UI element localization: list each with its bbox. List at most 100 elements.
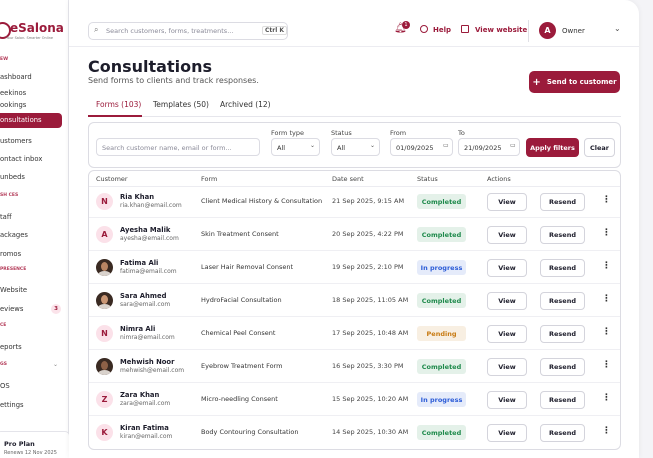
nav-item[interactable]: ashboard <box>0 73 32 81</box>
nav-item[interactable]: ettings <box>0 401 24 409</box>
view-website[interactable]: View website <box>475 26 528 34</box>
status-badge: In progress <box>417 392 466 407</box>
view-button[interactable]: View <box>487 391 527 409</box>
nav-badge: 3 <box>51 304 61 314</box>
status-badge: Completed <box>417 194 466 209</box>
customer-email: ria.khan@email.com <box>120 202 182 209</box>
column-header: Actions <box>487 175 511 183</box>
tab[interactable]: Archived (12) <box>220 100 271 109</box>
more-menu[interactable]: ⋮ <box>602 426 611 436</box>
view-button[interactable]: View <box>487 259 527 277</box>
nav-section: EW <box>0 57 9 62</box>
customer-name: Ayesha Malik <box>120 226 171 234</box>
row-divider <box>89 250 620 251</box>
primary-button-label[interactable]: Send to customer <box>546 78 617 86</box>
brand-name: eSalona <box>10 21 64 35</box>
view-button[interactable]: View <box>487 193 527 211</box>
filter-select[interactable] <box>271 138 320 156</box>
resend-button[interactable]: Resend <box>540 292 585 310</box>
filter-search[interactable] <box>96 138 260 156</box>
more-menu[interactable]: ⋮ <box>602 294 611 304</box>
ext-icon <box>461 25 469 33</box>
form-name: Skin Treatment Consent <box>201 230 279 238</box>
more-menu[interactable]: ⋮ <box>602 228 611 238</box>
nav-item[interactable]: Website <box>0 286 28 294</box>
page-subtitle: Send forms to clients and track response… <box>88 76 259 85</box>
nav-item[interactable]: taff <box>0 213 12 221</box>
nav-item[interactable]: ontact inbox <box>0 155 43 163</box>
nav-item[interactable]: eports <box>0 343 22 351</box>
help-icon <box>420 25 428 33</box>
nav-item[interactable]: eekinos <box>0 89 27 97</box>
row-divider <box>89 382 620 383</box>
apply-button[interactable]: Apply filters <box>526 138 579 157</box>
status-badge: Completed <box>417 359 466 374</box>
filter-select[interactable] <box>390 138 453 156</box>
nav-item[interactable]: ackages <box>0 231 28 239</box>
tab[interactable]: Forms (103) <box>96 100 142 109</box>
bell[interactable]: 🔔︎ <box>394 23 407 34</box>
more-menu[interactable]: ⋮ <box>602 360 611 370</box>
select-icon: ▭ <box>443 142 449 149</box>
column-header: Status <box>417 175 438 183</box>
filter-value: 21/09/2025 <box>464 144 502 152</box>
nav-item[interactable]: unbeds <box>0 173 25 181</box>
view-button[interactable]: View <box>487 226 527 244</box>
row-avatar: N <box>96 325 113 342</box>
filter-select[interactable] <box>331 138 380 156</box>
nav-item[interactable]: romos <box>0 250 22 258</box>
date-sent: 19 Sep 2025, 2:10 PM <box>332 263 404 271</box>
tab-active-underline <box>88 115 142 117</box>
sidebar: eSalona Your Salon. Smarter Online EW ashbo… <box>0 0 70 458</box>
brand-tagline: Your Salon. Smarter Online <box>6 36 54 40</box>
customer-name: Kiran Fatima <box>120 424 169 432</box>
row-avatar: N <box>96 193 113 210</box>
clear-button[interactable]: Clear <box>584 138 615 157</box>
resend-button[interactable]: Resend <box>540 193 585 211</box>
view-button[interactable]: View <box>487 325 527 343</box>
notif-badge: 1 <box>402 21 410 29</box>
shortcut: Ctrl K <box>262 26 288 35</box>
resend-button[interactable]: Resend <box>540 226 585 244</box>
resend-button[interactable]: Resend <box>540 391 585 409</box>
filter-label: Status <box>331 129 352 137</box>
resend-button[interactable]: Resend <box>540 259 585 277</box>
nav-item[interactable]: ookings <box>0 101 27 109</box>
date-sent: 16 Sep 2025, 3:30 PM <box>332 362 404 370</box>
row-divider <box>89 217 620 218</box>
customer-email: sara@email.com <box>120 301 171 308</box>
more-menu[interactable]: ⋮ <box>602 327 611 337</box>
photo-body <box>98 370 111 375</box>
resend-button[interactable]: Resend <box>540 325 585 343</box>
chevron: ⌄ <box>53 361 59 368</box>
form-name: Body Contouring Consultation <box>201 428 299 436</box>
more-menu[interactable]: ⋮ <box>602 195 611 205</box>
help[interactable]: Help <box>433 26 452 34</box>
nav-item[interactable]: onsultations <box>0 116 42 124</box>
user[interactable]: Owner <box>562 27 585 35</box>
nav-item[interactable]: eviews <box>0 305 24 313</box>
view-button[interactable]: View <box>487 424 527 442</box>
row-divider <box>89 349 620 350</box>
nav-item[interactable]: OS <box>0 382 10 390</box>
photo-body <box>98 304 111 309</box>
status-badge: Completed <box>417 227 466 242</box>
nav-item[interactable]: ustomers <box>0 137 32 145</box>
search-box[interactable] <box>88 22 288 40</box>
view-button[interactable]: View <box>487 358 527 376</box>
row-divider <box>89 415 620 416</box>
search-icon: ⌕ <box>94 25 99 34</box>
resend-button[interactable]: Resend <box>540 358 585 376</box>
row-photo <box>96 292 113 309</box>
tab[interactable]: Templates (50) <box>153 100 209 109</box>
filter-select[interactable] <box>458 138 520 156</box>
column-header: Form <box>201 175 218 183</box>
date-sent: 14 Sep 2025, 10:30 AM <box>332 428 409 436</box>
more-menu[interactable]: ⋮ <box>602 261 611 271</box>
view-button[interactable]: View <box>487 292 527 310</box>
resend-button[interactable]: Resend <box>540 424 585 442</box>
primary-button[interactable]: + Send to customer <box>529 71 620 93</box>
more-menu[interactable]: ⋮ <box>602 393 611 403</box>
nav-active-bg <box>0 113 62 128</box>
